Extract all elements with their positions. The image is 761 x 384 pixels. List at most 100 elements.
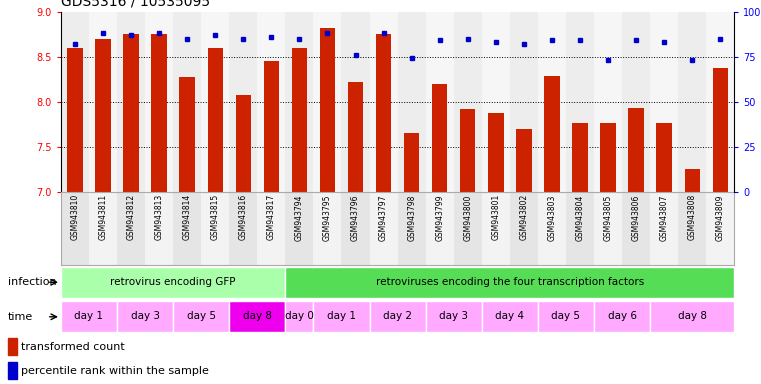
- FancyBboxPatch shape: [285, 301, 314, 332]
- Text: day 4: day 4: [495, 311, 524, 321]
- Bar: [622, 12, 650, 192]
- Bar: [342, 192, 370, 265]
- Text: GSM943803: GSM943803: [547, 194, 556, 240]
- Text: retrovirus encoding GFP: retrovirus encoding GFP: [110, 276, 236, 286]
- Text: day 5: day 5: [186, 311, 215, 321]
- FancyBboxPatch shape: [538, 301, 594, 332]
- Bar: [454, 12, 482, 192]
- Text: time: time: [8, 312, 33, 322]
- Bar: [61, 12, 89, 192]
- Bar: [516, 129, 532, 192]
- Text: retroviruses encoding the four transcription factors: retroviruses encoding the four transcrip…: [376, 276, 644, 286]
- Bar: [201, 12, 229, 192]
- Bar: [566, 192, 594, 265]
- Bar: [370, 12, 397, 192]
- FancyBboxPatch shape: [285, 266, 734, 298]
- Bar: [650, 192, 678, 265]
- Bar: [174, 192, 201, 265]
- Text: transformed count: transformed count: [21, 341, 125, 352]
- FancyBboxPatch shape: [61, 266, 285, 298]
- FancyBboxPatch shape: [650, 301, 734, 332]
- FancyBboxPatch shape: [594, 301, 650, 332]
- Bar: [8, 362, 17, 379]
- Text: GSM943804: GSM943804: [575, 194, 584, 240]
- Text: GSM943813: GSM943813: [154, 194, 164, 240]
- Text: percentile rank within the sample: percentile rank within the sample: [21, 366, 209, 376]
- Text: GSM943800: GSM943800: [463, 194, 473, 240]
- Bar: [510, 12, 538, 192]
- Bar: [657, 122, 672, 192]
- Text: GDS5316 / 10535095: GDS5316 / 10535095: [61, 0, 210, 9]
- Bar: [538, 192, 566, 265]
- Bar: [314, 12, 342, 192]
- Bar: [95, 39, 110, 192]
- FancyBboxPatch shape: [117, 301, 174, 332]
- Bar: [291, 48, 307, 192]
- Bar: [454, 192, 482, 265]
- Bar: [706, 12, 734, 192]
- Bar: [594, 192, 622, 265]
- Text: day 0: day 0: [285, 311, 314, 321]
- Bar: [342, 12, 370, 192]
- Bar: [174, 12, 201, 192]
- Bar: [117, 192, 145, 265]
- Bar: [89, 12, 117, 192]
- Text: GSM943810: GSM943810: [71, 194, 79, 240]
- Bar: [145, 192, 174, 265]
- Text: day 5: day 5: [552, 311, 581, 321]
- Bar: [89, 192, 117, 265]
- Bar: [425, 12, 454, 192]
- Bar: [376, 34, 391, 192]
- Bar: [67, 48, 83, 192]
- Bar: [229, 12, 257, 192]
- FancyBboxPatch shape: [425, 301, 482, 332]
- Text: GSM943817: GSM943817: [267, 194, 275, 240]
- Text: GSM943805: GSM943805: [603, 194, 613, 240]
- Text: day 8: day 8: [243, 311, 272, 321]
- FancyBboxPatch shape: [314, 301, 370, 332]
- Bar: [678, 12, 706, 192]
- Bar: [285, 192, 314, 265]
- Bar: [566, 12, 594, 192]
- Bar: [397, 192, 425, 265]
- Bar: [236, 94, 251, 192]
- Text: GSM943806: GSM943806: [632, 194, 641, 240]
- Bar: [257, 192, 285, 265]
- Text: GSM943799: GSM943799: [435, 194, 444, 241]
- Bar: [285, 12, 314, 192]
- Text: GSM943796: GSM943796: [351, 194, 360, 241]
- Text: day 1: day 1: [75, 311, 103, 321]
- Text: GSM943814: GSM943814: [183, 194, 192, 240]
- Bar: [257, 12, 285, 192]
- Bar: [229, 192, 257, 265]
- Bar: [482, 192, 510, 265]
- Bar: [348, 82, 363, 192]
- Bar: [594, 12, 622, 192]
- Text: GSM943802: GSM943802: [520, 194, 528, 240]
- Bar: [488, 114, 504, 192]
- Bar: [685, 169, 700, 192]
- Bar: [510, 192, 538, 265]
- Bar: [678, 192, 706, 265]
- Text: GSM943815: GSM943815: [211, 194, 220, 240]
- Bar: [8, 338, 17, 355]
- Bar: [629, 108, 644, 192]
- Bar: [432, 84, 447, 192]
- Bar: [117, 12, 145, 192]
- FancyBboxPatch shape: [370, 301, 425, 332]
- Bar: [622, 192, 650, 265]
- Bar: [706, 192, 734, 265]
- FancyBboxPatch shape: [229, 301, 285, 332]
- Bar: [263, 61, 279, 192]
- Text: day 3: day 3: [439, 311, 468, 321]
- Bar: [61, 192, 89, 265]
- Bar: [201, 192, 229, 265]
- Bar: [370, 192, 397, 265]
- Text: GSM943809: GSM943809: [716, 194, 724, 240]
- Text: GSM943795: GSM943795: [323, 194, 332, 241]
- Bar: [314, 192, 342, 265]
- Bar: [572, 122, 587, 192]
- FancyBboxPatch shape: [174, 301, 229, 332]
- Bar: [600, 122, 616, 192]
- Bar: [425, 192, 454, 265]
